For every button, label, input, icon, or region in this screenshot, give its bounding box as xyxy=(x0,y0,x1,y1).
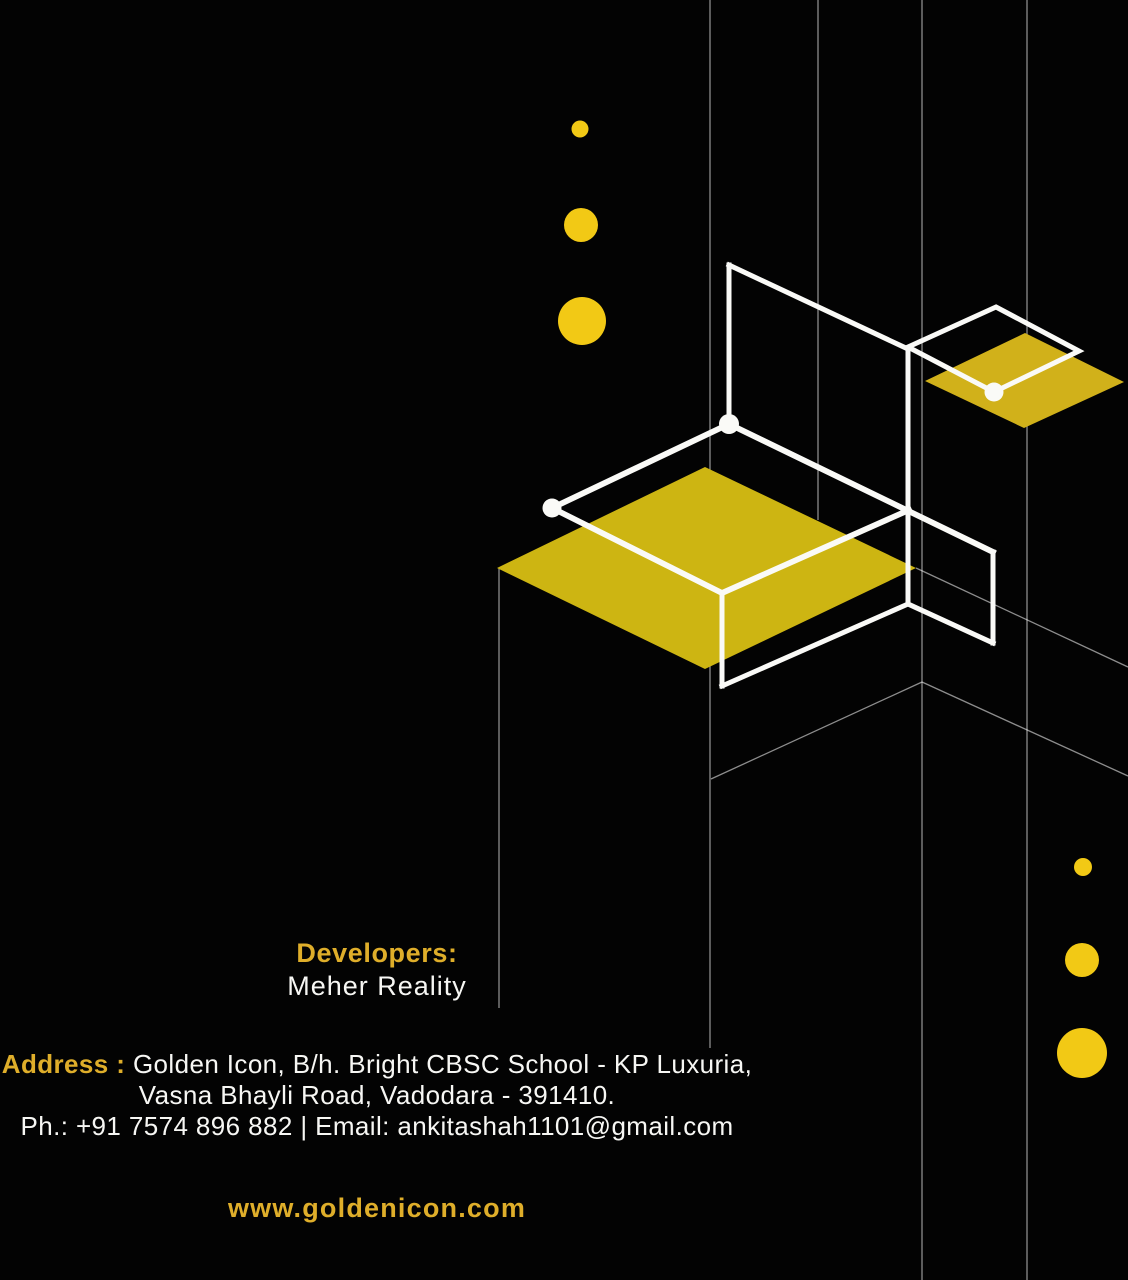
gold-diamond-small xyxy=(925,333,1124,428)
address-text: Golden Icon, B/h. Bright CBSC School - K… xyxy=(132,1049,753,1079)
cube-side-edge xyxy=(904,600,997,647)
wireframe-cube xyxy=(548,261,1085,690)
cube-top-edge xyxy=(718,506,913,597)
cube-top-edge xyxy=(725,420,997,556)
grid-diagonal-line xyxy=(915,567,1128,668)
cube-top-edge xyxy=(548,420,733,512)
gold-dot-large xyxy=(558,297,606,345)
address-line-2: Vasna Bhayli Road, Vadodara - 391410. xyxy=(138,1080,616,1110)
gold-dot-large xyxy=(1057,1028,1107,1078)
gold-dot-small xyxy=(1074,858,1092,876)
cube-edge xyxy=(718,600,912,690)
address-line-1: Address : Golden Icon, B/h. Bright CBSC … xyxy=(0,1049,754,1080)
node-dots xyxy=(542,382,1004,518)
website-url: www.goldenicon.com xyxy=(227,1193,527,1223)
grid-lines xyxy=(498,0,1128,1280)
address-block: Address : Golden Icon, B/h. Bright CBSC … xyxy=(0,1049,754,1142)
gold-dots-left-column xyxy=(558,120,606,345)
gold-dot-medium xyxy=(1065,943,1099,977)
grid-diagonal-line xyxy=(921,681,1128,777)
gold-diamond-large xyxy=(497,467,916,669)
gold-dot-medium xyxy=(564,208,598,242)
gold-dots-right-column xyxy=(1057,858,1107,1078)
address-label: Address : xyxy=(1,1049,126,1079)
developer-name: Meher Reality xyxy=(287,971,467,1001)
developers-label: Developers: xyxy=(296,938,458,968)
node-dot xyxy=(542,498,562,518)
node-dot xyxy=(984,382,1004,402)
gold-dot-small xyxy=(571,120,589,138)
cube-edge xyxy=(725,261,912,353)
node-dot xyxy=(719,414,739,434)
grid-diagonal-line xyxy=(710,681,923,780)
phone-email-line: Ph.: +91 7574 896 882 | Email: ankitasha… xyxy=(20,1111,734,1141)
cube-top-edge xyxy=(548,504,726,597)
